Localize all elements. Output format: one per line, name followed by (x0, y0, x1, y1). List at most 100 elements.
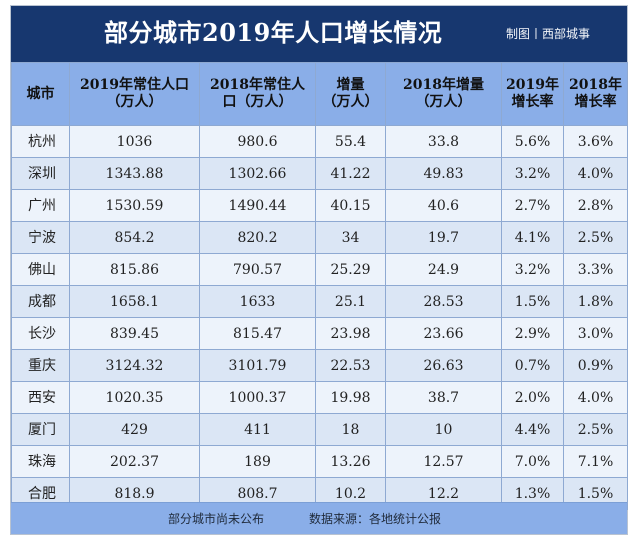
table-row: 厦门 429 411 18 10 4.4% 2.5% (11, 413, 628, 446)
city-name-cell: 长沙 (11, 317, 70, 350)
table-cell: 4.0% (563, 381, 628, 414)
table-cell: 3.2% (501, 253, 564, 286)
column-header: 2019年 增长率 (501, 62, 564, 126)
table-row: 西安 1020.35 1000.37 19.98 38.7 2.0% 4.0% (11, 381, 628, 414)
table-cell: 839.45 (69, 317, 200, 350)
table-cell: 40.15 (315, 189, 386, 222)
table-cell: 1.5% (501, 285, 564, 318)
table-cell: 1036 (69, 125, 200, 158)
table-cell: 24.9 (385, 253, 502, 286)
city-name-cell: 广州 (11, 189, 70, 222)
table-cell: 40.6 (385, 189, 502, 222)
table-row: 佛山 815.86 790.57 25.29 24.9 3.2% 3.3% (11, 253, 628, 286)
table-cell: 3.2% (501, 157, 564, 190)
table-cell: 25.1 (315, 285, 386, 318)
table-cell: 49.83 (385, 157, 502, 190)
table-cell: 2.5% (563, 221, 628, 254)
table-cell: 3101.79 (199, 349, 316, 382)
chart-credit: 制图丨西部城事 (505, 27, 590, 41)
table-cell: 202.37 (69, 445, 200, 478)
column-header: 2018年 增长率 (563, 62, 628, 126)
table-cell: 1302.66 (199, 157, 316, 190)
column-header: 2018年常住人 口（万人） (199, 62, 316, 126)
column-header: 2018年增量 （万人） (385, 62, 502, 126)
table-cell: 0.9% (563, 349, 628, 382)
city-name-cell: 珠海 (11, 445, 70, 478)
city-name-cell: 深圳 (11, 157, 70, 190)
table-cell: 19.7 (385, 221, 502, 254)
table-cell: 3.3% (563, 253, 628, 286)
table-cell: 815.86 (69, 253, 200, 286)
table-cell: 3.6% (563, 125, 628, 158)
population-table-container: 城市 2019年常住人口 （万人） 2018年常住人 口（万人） 增量 （万人） 201… (11, 62, 628, 510)
city-name-cell: 宁波 (11, 221, 70, 254)
table-cell: 4.4% (501, 413, 564, 446)
table-cell: 980.6 (199, 125, 316, 158)
table-cell: 1530.59 (69, 189, 200, 222)
table-row: 广州 1530.59 1490.44 40.15 40.6 2.7% 2.8% (11, 189, 628, 222)
table-cell: 189 (199, 445, 316, 478)
table-cell: 22.53 (315, 349, 386, 382)
footer-note: 部分城市尚未公布 (168, 512, 265, 526)
table-cell: 1.8% (563, 285, 628, 318)
table-cell: 1020.35 (69, 381, 200, 414)
table-cell: 1000.37 (199, 381, 316, 414)
table-cell: 12.57 (385, 445, 502, 478)
table-cell: 411 (199, 413, 316, 446)
footer-bar: 部分城市尚未公布 数据来源：各地统计公报 (11, 502, 627, 534)
table-row: 杭州 1036 980.6 55.4 33.8 5.6% 3.6% (11, 125, 628, 158)
table-cell: 429 (69, 413, 200, 446)
page-title: 部分城市2019年人口增长情况 (104, 18, 443, 47)
table-cell: 1343.88 (69, 157, 200, 190)
table-cell: 1633 (199, 285, 316, 318)
city-name-cell: 重庆 (11, 349, 70, 382)
table-cell: 34 (315, 221, 386, 254)
table-cell: 3124.32 (69, 349, 200, 382)
city-name-cell: 杭州 (11, 125, 70, 158)
table-row: 成都 1658.1 1633 25.1 28.53 1.5% 1.8% (11, 285, 628, 318)
table-cell: 7.1% (563, 445, 628, 478)
table-row: 重庆 3124.32 3101.79 22.53 26.63 0.7% 0.9% (11, 349, 628, 382)
table-row: 珠海 202.37 189 13.26 12.57 7.0% 7.1% (11, 445, 628, 478)
table-cell: 815.47 (199, 317, 316, 350)
table-cell: 18 (315, 413, 386, 446)
table-row: 深圳 1343.88 1302.66 41.22 49.83 3.2% 4.0% (11, 157, 628, 190)
table-cell: 13.26 (315, 445, 386, 478)
data-source: 数据来源：各地统计公报 (309, 512, 442, 526)
table-cell: 19.98 (315, 381, 386, 414)
header-row: 城市 2019年常住人口 （万人） 2018年常住人 口（万人） 增量 （万人） 201… (11, 62, 628, 126)
city-name-cell: 西安 (11, 381, 70, 414)
table-cell: 23.98 (315, 317, 386, 350)
table-cell: 38.7 (385, 381, 502, 414)
table-cell: 5.6% (501, 125, 564, 158)
table-cell: 28.53 (385, 285, 502, 318)
table-cell: 1658.1 (69, 285, 200, 318)
table-cell: 790.57 (199, 253, 316, 286)
table-body: 杭州 1036 980.6 55.4 33.8 5.6% 3.6% 深圳 1343.88 1302… (11, 125, 628, 510)
column-header: 2019年常住人口 （万人） (69, 62, 200, 126)
table-cell: 2.5% (563, 413, 628, 446)
table-cell: 820.2 (199, 221, 316, 254)
city-name-cell: 佛山 (11, 253, 70, 286)
table-cell: 23.66 (385, 317, 502, 350)
table-cell: 3.0% (563, 317, 628, 350)
table-cell: 26.63 (385, 349, 502, 382)
table-cell: 25.29 (315, 253, 386, 286)
table-cell: 854.2 (69, 221, 200, 254)
table-cell: 2.8% (563, 189, 628, 222)
table-cell: 33.8 (385, 125, 502, 158)
population-table: 城市 2019年常住人口 （万人） 2018年常住人 口（万人） 增量 （万人） 201… (11, 62, 628, 510)
table-cell: 0.7% (501, 349, 564, 382)
city-name-cell: 成都 (11, 285, 70, 318)
table-header: 城市 2019年常住人口 （万人） 2018年常住人 口（万人） 增量 （万人） 201… (11, 62, 628, 126)
table-cell: 55.4 (315, 125, 386, 158)
table-cell: 2.7% (501, 189, 564, 222)
table-cell: 1490.44 (199, 189, 316, 222)
column-header: 城市 (11, 62, 70, 126)
table-cell: 4.1% (501, 221, 564, 254)
table-cell: 2.0% (501, 381, 564, 414)
table-cell: 7.0% (501, 445, 564, 478)
table-cell: 4.0% (563, 157, 628, 190)
table-row: 宁波 854.2 820.2 34 19.7 4.1% 2.5% (11, 221, 628, 254)
column-header: 增量 （万人） (315, 62, 386, 126)
